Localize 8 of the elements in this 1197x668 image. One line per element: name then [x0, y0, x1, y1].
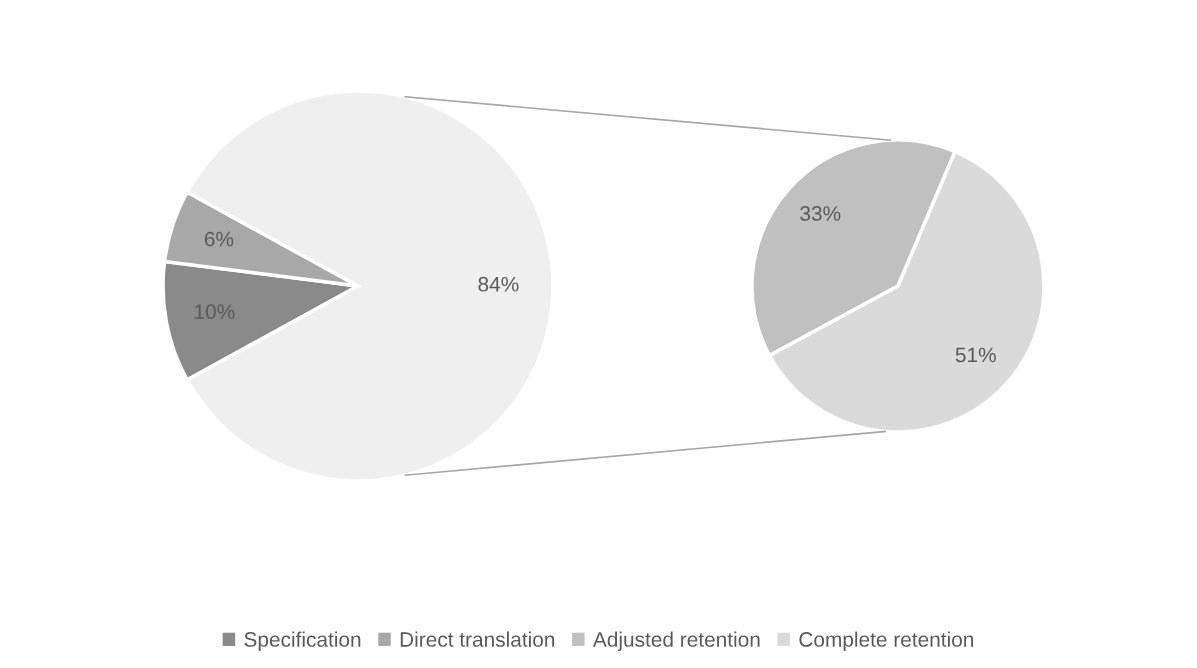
legend-label: Adjusted retention	[592, 631, 760, 651]
legend-label: Complete retention	[799, 631, 974, 651]
data-label: 51%	[955, 347, 996, 363]
data-label: 84%	[478, 276, 519, 292]
legend-label: Specification	[244, 631, 361, 651]
data-label: 6%	[204, 231, 234, 247]
data-label: 33%	[800, 206, 841, 221]
legend-label: Direct translation	[400, 631, 555, 647]
